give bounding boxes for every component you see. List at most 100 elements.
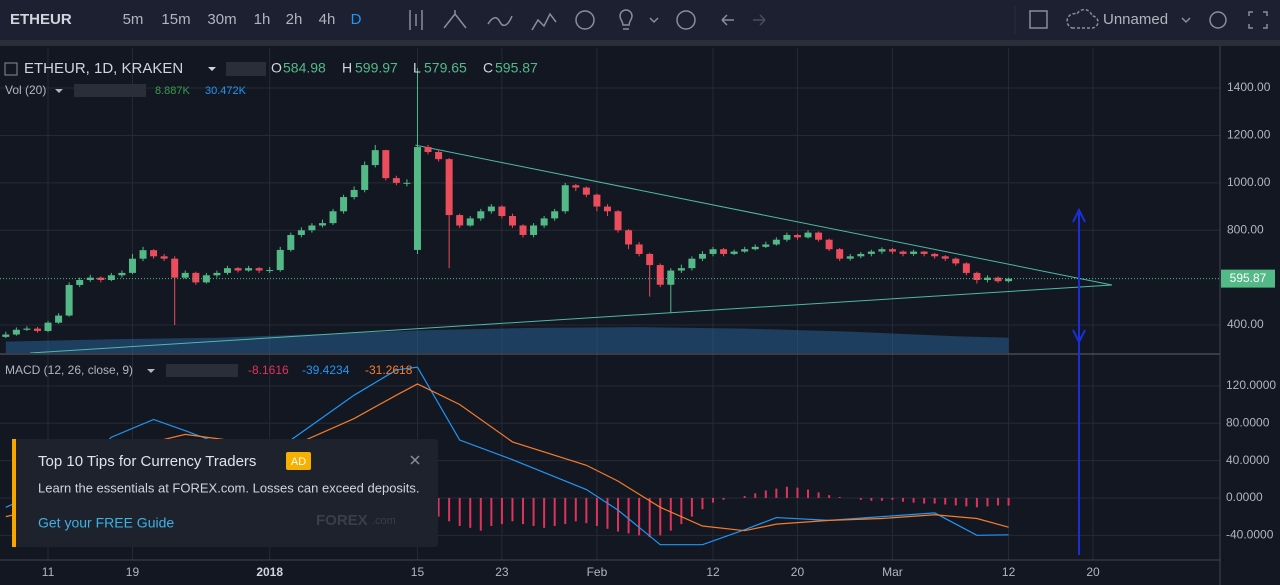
candle-body [128, 258, 136, 273]
histogram-bar [785, 486, 788, 498]
candle-body [825, 239, 833, 250]
interval-button[interactable]: 15m [161, 11, 190, 28]
l-value: 579.65 [424, 60, 467, 76]
undo-icon[interactable] [721, 14, 734, 26]
interval-button[interactable]: D [351, 11, 362, 28]
histogram-bar [469, 497, 472, 528]
histogram-bar [754, 493, 757, 498]
candle-icon[interactable] [409, 10, 423, 30]
redo-icon[interactable] [753, 14, 766, 26]
ad-popup[interactable]: Top 10 Tips for Currency Traders AD Lear… [12, 439, 438, 547]
candle-body [2, 334, 10, 337]
idea-menu[interactable] [649, 17, 659, 24]
toolbar-separator [0, 40, 1280, 46]
ad-link[interactable]: Get your FREE Guide [38, 515, 174, 531]
vol-buttons[interactable] [74, 84, 146, 97]
macd-title[interactable]: MACD (12, 26, close, 9) [5, 363, 133, 377]
cloud-icon[interactable] [1066, 8, 1099, 29]
macd-value: -39.4234 [302, 363, 350, 377]
interval-button[interactable]: 5m [123, 11, 144, 28]
candle-body [487, 206, 495, 212]
macd-buttons[interactable] [166, 364, 238, 377]
candle-body [941, 256, 949, 259]
vol-menu[interactable] [55, 89, 63, 93]
price-legend: ETHEUR, 1D, KRAKEN O 584.98 H 599.97 L 5… [4, 60, 538, 97]
settings-icon[interactable] [1209, 11, 1227, 29]
series-menu[interactable] [208, 67, 216, 71]
interval-button[interactable]: 2h [286, 11, 303, 28]
candle-body [12, 329, 20, 335]
histogram-bar [437, 497, 440, 517]
histogram-bar [902, 497, 905, 502]
histogram-bar [680, 497, 683, 525]
candle-body [688, 258, 696, 269]
candle-body [910, 251, 918, 254]
idea-icon[interactable] [619, 9, 633, 30]
candle-body [245, 268, 253, 271]
interval-button[interactable]: 4h [319, 11, 336, 28]
macd-menu[interactable] [147, 369, 155, 373]
histogram-bar [975, 497, 978, 508]
candle-body [656, 265, 664, 285]
interval-button[interactable]: 30m [207, 11, 236, 28]
histogram-bar [817, 492, 820, 498]
interval-button[interactable]: 1h [254, 11, 271, 28]
ad-badge-text: AD [291, 456, 306, 468]
candle-body [150, 250, 158, 257]
vol-title[interactable]: Vol (20) [5, 83, 46, 97]
histogram-bar [511, 497, 514, 522]
candle-body [931, 253, 939, 257]
candle-body [202, 275, 210, 283]
candle-body [287, 234, 295, 250]
candle-body [382, 150, 390, 179]
studies-icon[interactable] [531, 12, 557, 31]
candle-body [952, 258, 960, 264]
alert-icon[interactable] [575, 10, 595, 30]
indicator-icon[interactable] [443, 10, 467, 29]
candle-body [920, 251, 928, 254]
legend-buttons[interactable] [226, 62, 266, 76]
candle-body [635, 244, 643, 254]
candle-body [181, 272, 189, 278]
macd-pane [5, 366, 1010, 546]
candle-body [55, 315, 63, 323]
x-tick-label: 11 [42, 565, 55, 579]
series-title[interactable]: ETHEUR, 1D, KRAKEN [24, 60, 183, 77]
candle-body [530, 225, 538, 235]
candle-body [477, 211, 485, 219]
candle-body [709, 249, 717, 254]
ad-close[interactable] [410, 455, 420, 465]
candle-body [857, 253, 865, 257]
candle-body [603, 206, 611, 212]
macd-legend: MACD (12, 26, close, 9) -8.1616 -39.4234… [5, 363, 413, 377]
candle-body [297, 230, 305, 235]
histogram-bar [564, 497, 567, 525]
candle-body [572, 185, 580, 188]
candle-body [139, 250, 147, 259]
histogram-bar [490, 497, 493, 526]
collapse-icon[interactable] [4, 62, 18, 76]
fullscreen-icon[interactable] [1029, 10, 1048, 29]
candle-body [329, 211, 337, 224]
replay-icon[interactable] [676, 10, 696, 30]
y-tick-label: 1200.00 [1227, 128, 1271, 142]
ad-logo: FOREX [316, 512, 368, 529]
h-key: H [342, 60, 352, 76]
ad-text: Learn the essentials at FOREX.com. Losse… [38, 480, 420, 495]
candle-body [751, 246, 759, 250]
drawing-arrow[interactable] [1072, 207, 1086, 555]
candle-body [614, 211, 622, 231]
candle-body [593, 194, 601, 207]
candle-body [413, 147, 421, 250]
layout-menu[interactable] [1181, 17, 1191, 24]
layout-name[interactable]: Unnamed [1103, 11, 1168, 28]
histogram-bar [458, 497, 461, 526]
histogram-bar [859, 497, 862, 500]
candle-body [171, 258, 179, 278]
symbol[interactable]: ETHEUR [10, 11, 72, 28]
compare-icon[interactable] [487, 15, 513, 27]
maximize-icon[interactable] [1248, 11, 1268, 29]
candle-body [962, 263, 970, 273]
vol-ma: 30.472K [205, 85, 247, 97]
